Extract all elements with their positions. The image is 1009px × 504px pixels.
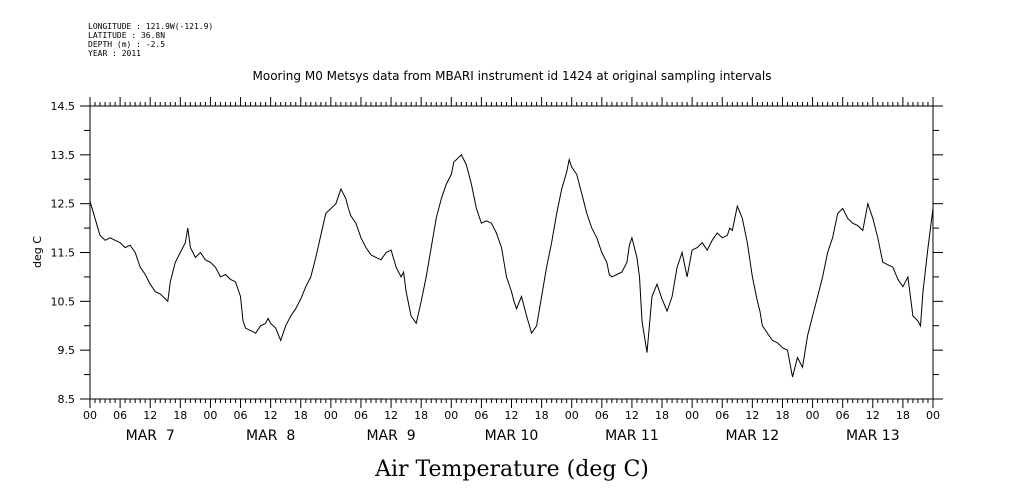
x-tick-label: 12	[866, 409, 880, 422]
x-axis-title: Air Temperature (deg C)	[374, 457, 649, 482]
y-tick-label: 9.5	[58, 344, 76, 357]
y-tick-label: 10.5	[51, 295, 76, 308]
x-tick-label: 18	[414, 409, 428, 422]
x-tick-label: 00	[83, 409, 97, 422]
y-tick-label: 13.5	[51, 149, 76, 162]
day-label: MAR 13	[846, 428, 900, 444]
axis-ticks	[80, 97, 943, 408]
y-tick-label: 12.5	[51, 198, 76, 211]
location-header: LONGITUDE : 121.9W(-121.9) LATITUDE : 36…	[88, 22, 213, 58]
x-tick-label: 12	[384, 409, 398, 422]
x-tick-label: 12	[745, 409, 759, 422]
x-tick-label: 12	[625, 409, 639, 422]
day-label: MAR 7	[126, 428, 175, 444]
x-tick-label: 00	[203, 409, 217, 422]
day-label: MAR 11	[605, 428, 659, 444]
day-labels: MAR 7 MAR 8 MAR 9 MAR 10 MAR 11 MAR 12 MAR 13	[126, 428, 900, 444]
x-tick-label: 06	[474, 409, 488, 422]
y-tick-label: 14.5	[51, 100, 76, 113]
year-label: YEAR : 2011	[88, 49, 141, 58]
y-tick-label: 8.5	[58, 393, 76, 406]
depth-label: DEPTH (m) : -2.5	[88, 40, 166, 49]
y-tick-labels: 8.5 9.5 10.5 11.5 12.5 13.5 14.5	[51, 100, 76, 406]
x-tick-label: 18	[896, 409, 910, 422]
longitude-label: LONGITUDE : 121.9W(-121.9)	[88, 22, 214, 31]
day-label: MAR 8	[246, 428, 295, 444]
y-axis-label: deg C	[31, 236, 44, 268]
x-tick-label: 06	[234, 409, 248, 422]
x-tick-label: 18	[173, 409, 187, 422]
x-tick-label: 18	[294, 409, 308, 422]
x-tick-label: 00	[806, 409, 820, 422]
x-tick-labels: 00 06 12 18 00 06 12 18 00 06 12 18 00 06 12 18 00 06 12 18…	[83, 409, 940, 422]
day-label: MAR 10	[485, 428, 539, 444]
x-tick-label: 18	[535, 409, 549, 422]
air-temperature-series-line	[89, 153, 934, 378]
x-tick-label: 06	[715, 409, 729, 422]
x-tick-label: 18	[775, 409, 789, 422]
day-label: MAR 9	[366, 428, 415, 444]
x-tick-label: 06	[354, 409, 368, 422]
latitude-label: LATITUDE : 36.8N	[88, 31, 166, 40]
x-tick-label: 06	[836, 409, 850, 422]
day-label: MAR 12	[726, 428, 780, 444]
x-tick-label: 06	[595, 409, 609, 422]
x-tick-label: 06	[113, 409, 127, 422]
x-tick-label: 00	[324, 409, 338, 422]
y-tick-label: 11.5	[51, 247, 76, 260]
x-tick-label: 12	[143, 409, 157, 422]
x-tick-label: 00	[926, 409, 940, 422]
x-tick-label: 00	[565, 409, 579, 422]
x-tick-label: 00	[685, 409, 699, 422]
chart-title: Mooring M0 Metsys data from MBARI instru…	[253, 69, 772, 83]
x-tick-label: 18	[655, 409, 669, 422]
x-tick-label: 12	[505, 409, 519, 422]
plot-frame	[89, 105, 934, 400]
x-tick-label: 00	[444, 409, 458, 422]
x-tick-label: 12	[264, 409, 278, 422]
